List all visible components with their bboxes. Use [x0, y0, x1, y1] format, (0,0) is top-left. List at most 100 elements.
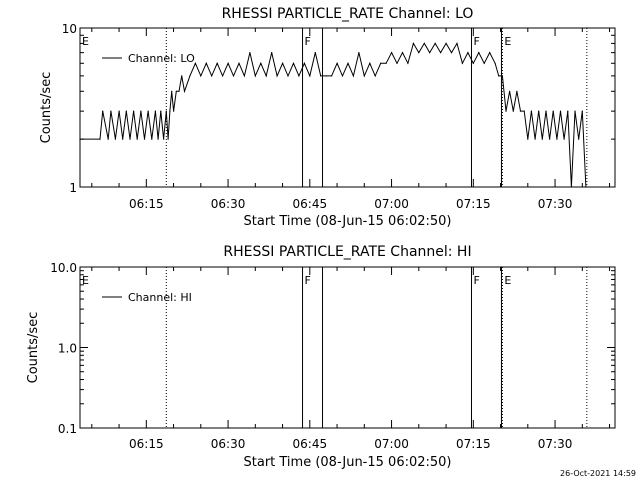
data-point — [276, 75, 278, 77]
data-point — [160, 110, 162, 112]
data-point — [99, 138, 101, 140]
data-point — [412, 42, 414, 45]
data-point — [287, 75, 289, 77]
data-point — [347, 62, 349, 64]
y-tick-label: 1.0 — [58, 342, 77, 356]
data-point — [523, 110, 525, 112]
data-point — [175, 90, 177, 92]
data-point — [578, 138, 580, 140]
legend: Channel: HI — [102, 291, 192, 304]
data-point — [181, 75, 183, 77]
panel-lo: RHESSI PARTICLE_RATE Channel: LO 06:15 06:… — [39, 6, 616, 229]
data-point — [472, 62, 474, 64]
event-marker-label: F — [305, 35, 311, 48]
data-point — [314, 52, 316, 54]
data-point — [325, 75, 327, 77]
data-point — [129, 138, 131, 140]
legend-label: Channel: LO — [128, 52, 195, 65]
y-axis-label: Counts/sec — [39, 72, 54, 144]
data-point — [352, 75, 354, 77]
data-point — [205, 62, 207, 64]
x-tick-label: 07:15 — [456, 437, 491, 451]
chart-title: RHESSI PARTICLE_RATE Channel: LO — [222, 6, 474, 22]
data-point — [445, 42, 447, 45]
data-point — [157, 138, 159, 140]
data-point — [570, 186, 573, 188]
event-marker-label: F — [473, 35, 479, 48]
data-point — [489, 52, 491, 54]
y-tick-label: 10.0 — [50, 261, 77, 275]
y-tick-label: 1 — [69, 181, 77, 195]
x-tick-label: 06:45 — [293, 437, 328, 451]
y-axis-label: Counts/sec — [26, 312, 41, 384]
data-point — [494, 62, 496, 64]
data-point — [549, 138, 551, 140]
data-point — [574, 110, 576, 112]
data-point — [407, 62, 409, 64]
data-point — [232, 75, 235, 77]
data-point — [216, 62, 218, 64]
data-point — [271, 52, 273, 54]
x-tick-label: 06:15 — [129, 197, 164, 211]
data-point — [341, 75, 344, 77]
data-point — [585, 186, 587, 188]
data-point — [303, 62, 305, 64]
panel-hi: RHESSI PARTICLE_RATE Channel: HI 06:15 06:… — [26, 244, 616, 470]
data-point — [358, 52, 360, 54]
data-point — [429, 52, 431, 54]
data-point — [298, 75, 300, 77]
data-point — [118, 110, 120, 112]
x-axis-label: Start Time (08-Jun-15 06:02:50) — [244, 455, 452, 470]
data-point — [178, 90, 180, 92]
x-tick-label: 06:45 — [293, 197, 328, 211]
data-point — [519, 110, 522, 112]
data-point — [556, 138, 558, 140]
data-point — [154, 110, 156, 112]
data-point — [391, 52, 393, 54]
data-point — [467, 52, 469, 54]
legend: Channel: LO — [102, 52, 195, 65]
data-point — [292, 62, 295, 64]
data-point — [189, 75, 191, 77]
x-tick-label: 07:00 — [374, 197, 409, 211]
data-point — [136, 138, 138, 140]
x-tick-label: 07:30 — [538, 437, 573, 451]
data-point — [385, 62, 387, 64]
data-point — [309, 75, 311, 77]
data-point — [336, 62, 338, 64]
generation-timestamp: 26-Oct-2021 14:59 — [560, 469, 636, 478]
event-marker-label: E — [82, 35, 89, 48]
data-point — [227, 62, 229, 64]
data-point — [509, 90, 511, 92]
data-point — [140, 110, 142, 112]
data-point — [501, 75, 503, 77]
data-point — [125, 110, 127, 112]
x-tick-label: 06:30 — [211, 197, 246, 211]
x-axis-label: Start Time (08-Jun-15 06:02:50) — [244, 214, 452, 229]
data-point — [165, 110, 167, 112]
data-point — [440, 52, 442, 54]
data-point — [171, 90, 173, 92]
data-point — [530, 110, 533, 112]
data-point — [581, 110, 583, 112]
data-point — [173, 110, 175, 112]
x-tick-label: 06:30 — [211, 437, 246, 451]
data-point — [369, 62, 371, 64]
data-point — [450, 52, 453, 54]
x-tick-label: 07:30 — [538, 197, 573, 211]
data-point — [538, 110, 540, 112]
legend-label: Channel: HI — [128, 291, 192, 304]
data-point — [260, 62, 262, 64]
data-point — [563, 138, 565, 140]
data-point — [169, 110, 171, 112]
data-point — [545, 110, 547, 112]
data-point — [110, 110, 112, 112]
data-point — [102, 110, 104, 112]
data-point — [194, 62, 196, 64]
data-point — [133, 110, 135, 112]
x-tick-label: 07:00 — [374, 437, 409, 451]
data-point — [418, 52, 420, 54]
data-point — [512, 110, 514, 112]
